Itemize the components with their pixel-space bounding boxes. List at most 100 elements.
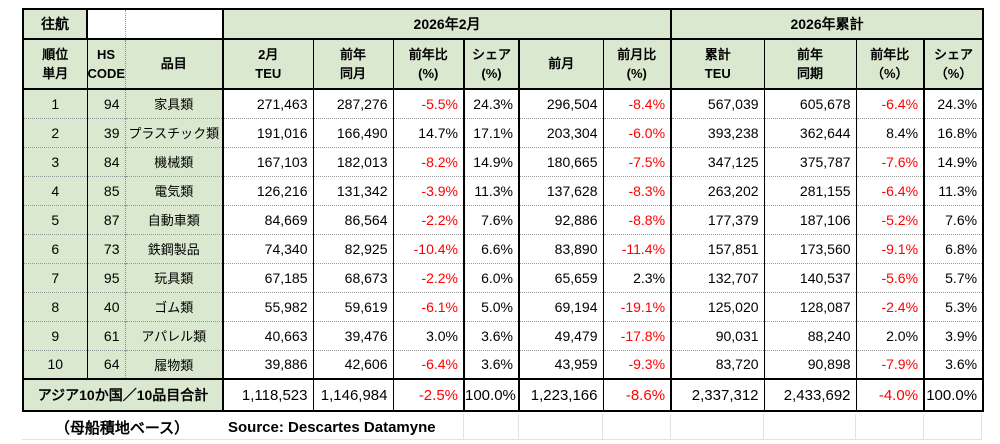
total-label: アジア10か国／10品目合計 <box>22 378 223 411</box>
total-cell-share: 100.0% <box>463 378 519 411</box>
table-row: 8 40 ゴム類 55,982 59,619 -6.1% 5.0% 69,194 -19.1% 1… <box>22 291 984 321</box>
cell-prev_year_month: 131,342 <box>312 175 393 205</box>
cell-prev_year_period: 375,787 <box>763 146 857 176</box>
cell-hs: 40 <box>86 291 125 321</box>
total-cell-prev_month: 1,223,166 <box>518 378 603 411</box>
cell-prev_year_period: 605,678 <box>763 88 857 118</box>
cell-feb_teu: 67,185 <box>222 262 313 292</box>
cell-item: 家具類 <box>124 88 223 118</box>
cell-yoy: -10.4% <box>392 233 464 263</box>
cell-prev_month: 49,479 <box>518 320 603 350</box>
cell-hs: 64 <box>86 349 125 379</box>
cell-prev_month: 69,194 <box>518 291 603 321</box>
cell-prev_year_period: 90,898 <box>763 349 857 379</box>
total-cell-prev_year_month: 1,146,984 <box>312 378 393 411</box>
total-cell-cum_teu: 2,337,312 <box>670 378 765 411</box>
cell-hs: 61 <box>86 320 125 350</box>
cell-rank: 9 <box>22 320 87 350</box>
cell-share_cum: 5.7% <box>923 262 984 292</box>
cell-yoy_cum: -7.6% <box>855 146 925 176</box>
cell-yoy: -2.2% <box>392 262 464 292</box>
table-row: 4 85 電気類 126,216 131,342 -3.9% 11.3% 137,628 -8.… <box>22 175 984 205</box>
table-row: 2 39 プラスチック類 191,016 166,490 14.7% 17.1% 203,30… <box>22 117 984 147</box>
cell-rank: 4 <box>22 175 87 205</box>
source-note: Source: Descartes Datamyne <box>228 419 436 436</box>
cell-share_cum: 6.8% <box>923 233 984 263</box>
cell-rank: 1 <box>22 88 87 118</box>
table-row: 3 84 機械類 167,103 182,013 -8.2% 14.9% 180,665 -7.… <box>22 146 984 176</box>
cell-hs: 84 <box>86 146 125 176</box>
cell-prev_year_period: 140,537 <box>763 262 857 292</box>
spacer-cell <box>86 8 126 40</box>
cell-prev_year_period: 128,087 <box>763 291 857 321</box>
cell-prev_month: 83,890 <box>518 233 603 263</box>
cell-mom: -8.3% <box>602 175 672 205</box>
footnote: （母船積地ベース） Source: Descartes Datamyne <box>22 417 982 438</box>
cell-prev_year_month: 59,619 <box>312 291 393 321</box>
cell-prev_year_period: 281,155 <box>763 175 857 205</box>
cell-hs: 39 <box>86 117 125 147</box>
table-row: 5 87 自動車類 84,669 86,564 -2.2% 7.6% 92,886 -8.8% 1… <box>22 204 984 234</box>
cell-item: 機械類 <box>124 146 223 176</box>
cell-yoy: -3.9% <box>392 175 464 205</box>
cell-prev_month: 65,659 <box>518 262 603 292</box>
cell-rank: 7 <box>22 262 87 292</box>
gridline <box>670 414 671 439</box>
cell-feb_teu: 126,216 <box>222 175 313 205</box>
cell-yoy_cum: 8.4% <box>855 117 925 147</box>
cell-prev_year_month: 287,276 <box>312 88 393 118</box>
cell-cum_teu: 177,379 <box>670 204 765 234</box>
cell-share_cum: 5.3% <box>923 291 984 321</box>
cell-feb_teu: 39,886 <box>222 349 313 379</box>
cell-share_cum: 3.9% <box>923 320 984 350</box>
total-cell-feb_teu: 1,118,523 <box>222 378 313 411</box>
cell-prev_year_month: 68,673 <box>312 262 393 292</box>
cell-rank: 8 <box>22 291 87 321</box>
column-header-yoy_cum: 前年比 （%） <box>855 39 925 90</box>
cell-share: 24.3% <box>463 88 519 118</box>
cell-item: 履物類 <box>124 349 223 379</box>
cell-yoy: -6.1% <box>392 291 464 321</box>
cell-feb_teu: 40,663 <box>222 320 313 350</box>
column-header-mom: 前月比 (%) <box>602 39 672 90</box>
cell-item: 鉄鋼製品 <box>124 233 223 263</box>
gridline <box>602 414 603 439</box>
cell-item: 電気類 <box>124 175 223 205</box>
gridline <box>855 414 856 439</box>
table-row: 1 94 家具類 271,463 287,276 -5.5% 24.3% 296,504 -8.… <box>22 88 984 118</box>
cell-share_cum: 3.6% <box>923 349 984 379</box>
cell-share: 11.3% <box>463 175 519 205</box>
column-header-share_cum: シェア （%） <box>923 39 984 90</box>
cell-yoy_cum: -2.4% <box>855 291 925 321</box>
section-header-month: 2026年2月 <box>221 8 672 40</box>
column-header-item: 品目 <box>124 39 223 90</box>
cell-hs: 87 <box>86 204 125 234</box>
gridline <box>518 414 519 439</box>
cell-yoy_cum: -7.9% <box>855 349 925 379</box>
cell-prev_year_month: 39,476 <box>312 320 393 350</box>
cell-rank: 10 <box>22 349 87 379</box>
cell-share: 3.6% <box>463 320 519 350</box>
cell-yoy: -6.4% <box>392 349 464 379</box>
cell-item: ゴム類 <box>124 291 223 321</box>
total-cell-mom: -8.6% <box>602 378 672 411</box>
cell-prev_month: 43,959 <box>518 349 603 379</box>
spacer-cell <box>125 8 223 40</box>
cell-hs: 95 <box>86 262 125 292</box>
gridline <box>763 414 764 439</box>
table-row: 10 64 履物類 39,886 42,606 -6.4% 3.6% 43,959 -9.3% 8… <box>22 349 984 379</box>
column-header-row: 順位 単月 HS CODE 品目 2月 TEU 前年 同月 前年比 (%) シェア (%) 前… <box>22 39 984 90</box>
column-header-feb_teu: 2月 TEU <box>222 39 313 90</box>
cell-prev_month: 296,504 <box>518 88 603 118</box>
cell-mom: -11.4% <box>602 233 672 263</box>
cell-mom: -9.3% <box>602 349 672 379</box>
cell-item: プラスチック類 <box>124 117 223 147</box>
column-header-cum_teu: 累計 TEU <box>670 39 765 90</box>
total-cell-yoy: -2.5% <box>392 378 464 411</box>
cell-item: アパレル類 <box>124 320 223 350</box>
cell-yoy: 14.7% <box>392 117 464 147</box>
cell-cum_teu: 393,238 <box>670 117 765 147</box>
cell-cum_teu: 132,707 <box>670 262 765 292</box>
cell-prev_year_month: 166,490 <box>312 117 393 147</box>
cell-yoy_cum: -6.4% <box>855 175 925 205</box>
